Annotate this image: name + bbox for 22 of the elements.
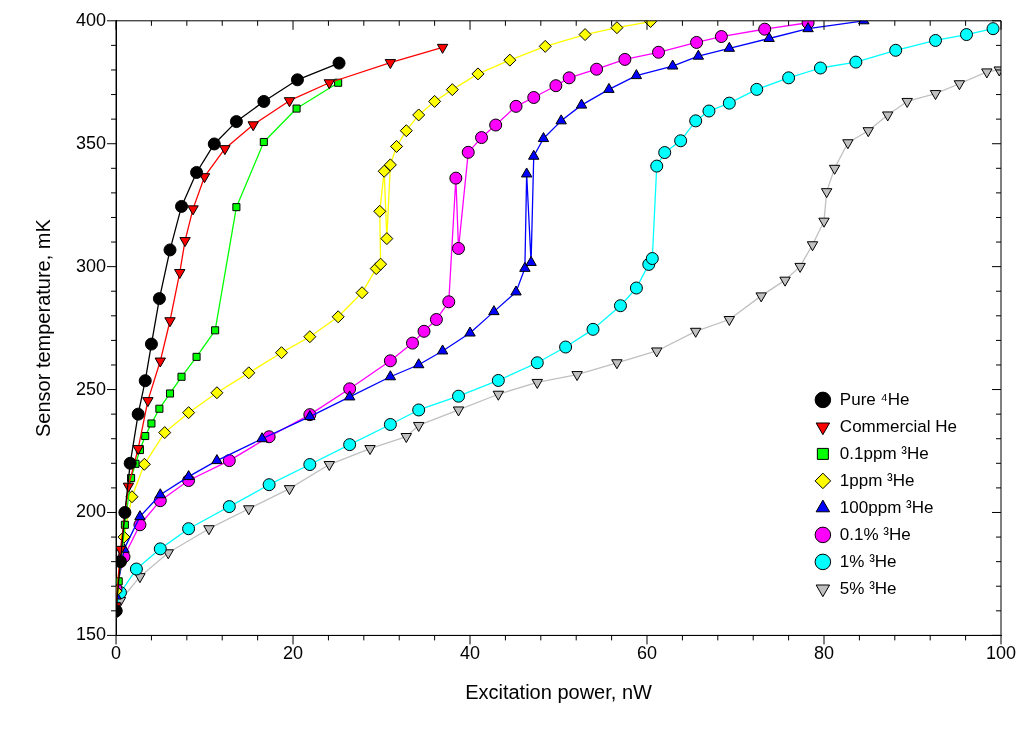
y-tick-label: 250 <box>75 378 107 399</box>
legend-label: 0.1% ³He <box>839 524 911 544</box>
x-tick-label: 100 <box>985 643 1017 664</box>
legend-label: 1ppm ³He <box>839 470 915 490</box>
x-tick-label: 60 <box>637 643 658 664</box>
x-axis-title: Excitation power, nW <box>465 680 653 703</box>
legend-label: 5% ³He <box>839 578 897 598</box>
y-tick-label: 150 <box>75 624 107 645</box>
y-axis-title: Sensor temperature, mK <box>31 218 54 438</box>
x-tick-label: 40 <box>460 643 481 664</box>
x-tick-label: 80 <box>813 643 835 664</box>
x-tick-label: 20 <box>283 643 304 664</box>
x-tick-label: 0 <box>111 643 122 664</box>
y-tick-label: 200 <box>75 501 107 522</box>
y-tick-label: 350 <box>75 132 107 153</box>
y-tick-label: 300 <box>75 255 107 276</box>
legend-label: 100ppm ³He <box>839 497 934 517</box>
legend-label: Pure ⁴He <box>839 389 910 409</box>
legend-label: 0.1ppm ³He <box>839 443 929 463</box>
y-tick-label: 400 <box>75 9 107 30</box>
legend-label: Commercial He <box>839 416 958 436</box>
legend-label: 1% ³He <box>839 551 897 571</box>
